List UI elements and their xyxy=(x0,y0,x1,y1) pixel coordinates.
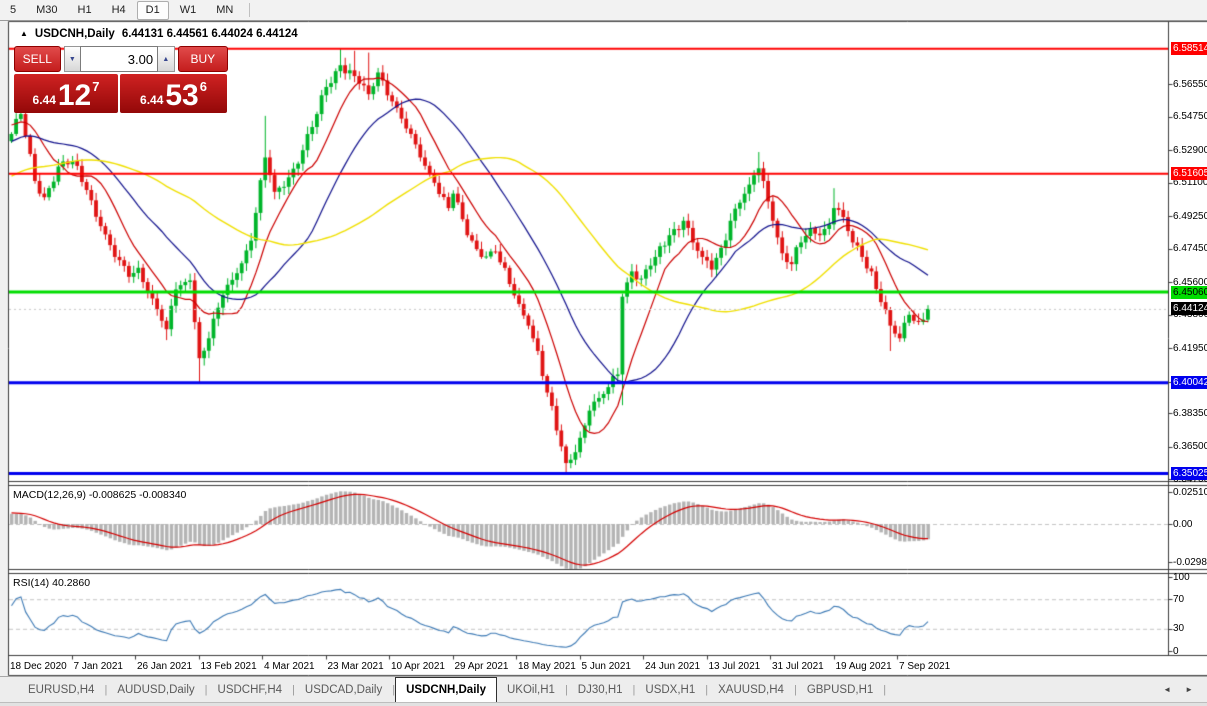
tab-dj30-h1[interactable]: DJ30,H1 xyxy=(577,683,623,696)
price-tick-label: 6.47450 xyxy=(1173,243,1207,255)
ask-pip-digit: 6 xyxy=(199,79,207,94)
volume-increase-button[interactable]: ▲ xyxy=(158,46,175,72)
bid-big-digits: 12 xyxy=(57,79,92,112)
tab-separator: | xyxy=(292,683,295,696)
date-tick-label: 5 Jun 2021 xyxy=(581,661,632,672)
sell-button[interactable]: SELL xyxy=(14,46,61,72)
price-tick-label: 6.41950 xyxy=(1173,342,1207,354)
date-tick-label: 10 Apr 2021 xyxy=(391,661,445,672)
price-tick-label: 6.56550 xyxy=(1173,78,1207,90)
chevron-up-icon: ▲ xyxy=(162,55,170,63)
tab-separator: | xyxy=(883,683,887,696)
volume-decrease-button[interactable]: ▼ xyxy=(63,46,81,72)
tab-gbpusd-h1[interactable]: GBPUSD,H1 xyxy=(806,683,874,696)
ask-price-box[interactable]: 6.44 53 6 xyxy=(120,74,227,113)
tab-usdcad-daily[interactable]: USDCAD,Daily xyxy=(304,683,383,696)
bid-prefix: 6.44 xyxy=(32,93,56,107)
price-tick-label: 6.49250 xyxy=(1173,210,1207,222)
timeframe-m30-button[interactable]: M30 xyxy=(36,3,58,16)
tab-scroll-controls: ◄ ► xyxy=(1163,677,1207,702)
status-strip xyxy=(0,702,1207,706)
date-tick-label: 13 Feb 2021 xyxy=(200,661,257,672)
macd-axis-label: 0.00 xyxy=(1173,518,1193,530)
tab-audusd-daily[interactable]: AUDUSD,Daily xyxy=(117,683,195,696)
hline-price-label: 6.58514 xyxy=(1171,42,1207,56)
price-tick-label: 6.52900 xyxy=(1173,144,1207,156)
hline-price-label: 6.45060 xyxy=(1171,285,1207,299)
price-tick-label: 6.54750 xyxy=(1173,111,1207,123)
date-tick-label: 7 Sep 2021 xyxy=(899,661,951,672)
chevron-down-icon: ▼ xyxy=(68,55,76,63)
date-tick-label: 23 Mar 2021 xyxy=(327,661,384,672)
date-tick-label: 26 Jan 2021 xyxy=(137,661,193,672)
hline-price-label: 6.40042 xyxy=(1171,376,1207,390)
rsi-axis-label: 30 xyxy=(1173,623,1185,635)
date-tick-label: 7 Jan 2021 xyxy=(73,661,124,672)
tab-eurusd-h4[interactable]: EURUSD,H4 xyxy=(28,683,95,696)
date-tick-label: 29 Apr 2021 xyxy=(454,661,509,672)
price-tick-label: 6.38350 xyxy=(1173,407,1207,419)
tab-usdcnh-daily[interactable]: USDCNH,Daily xyxy=(395,677,497,702)
tab-separator: | xyxy=(104,683,108,696)
macd-indicator-label: MACD(12,26,9) -0.008625 -0.008340 xyxy=(13,489,186,501)
date-tick-label: 31 Jul 2021 xyxy=(772,661,824,672)
macd-values: -0.008625 -0.008340 xyxy=(88,489,187,501)
date-tick-label: 18 May 2021 xyxy=(518,661,576,672)
tab-usdx-h1[interactable]: USDX,H1 xyxy=(645,683,696,696)
macd-name: MACD(12,26,9) xyxy=(13,489,86,501)
macd-axis-label: 0.025108 xyxy=(1173,486,1207,498)
timeframe-m5-button[interactable]: 5 xyxy=(10,3,17,16)
rsi-value: 40.2860 xyxy=(52,577,91,589)
volume-input[interactable] xyxy=(80,46,159,72)
tab-xauusd-h4[interactable]: XAUUSD,H4 xyxy=(718,683,784,696)
bid-price-box[interactable]: 6.44 12 7 xyxy=(14,74,118,113)
price-tick-label: 6.36500 xyxy=(1173,441,1207,453)
ohlc-quotes-label: 6.44131 6.44561 6.44024 6.44124 xyxy=(121,28,298,40)
tab-separator: | xyxy=(564,683,568,696)
tab-usdchf-h4[interactable]: USDCHF,H4 xyxy=(217,683,283,696)
chart-tab-bar: EURUSD,H4 | AUDUSD,Daily | USDCHF,H4 | U… xyxy=(0,676,1207,702)
timeframe-mn-button[interactable]: MN xyxy=(216,3,234,16)
date-tick-label: 19 Aug 2021 xyxy=(835,661,892,672)
rsi-axis-label: 70 xyxy=(1173,593,1185,605)
ask-prefix: 6.44 xyxy=(140,93,164,107)
tab-ukoil-h1[interactable]: UKOil,H1 xyxy=(507,683,555,696)
current-price-label: 6.44124 xyxy=(1171,302,1207,316)
tab-separator: | xyxy=(705,683,709,696)
macd-axis-label: -0.02988 xyxy=(1173,556,1207,568)
one-click-trading-panel: SELL ▼ ▲ BUY 6.44 12 7 6.44 53 6 xyxy=(14,46,228,113)
price-tick-label: 6.51100 xyxy=(1173,177,1207,189)
timeframe-w1-button[interactable]: W1 xyxy=(179,3,197,16)
tab-separator: | xyxy=(793,683,797,696)
rsi-axis-label: 0 xyxy=(1173,645,1179,657)
timeframe-toolbar: 5 M30 H1 H4 D1 W1 MN xyxy=(0,0,1207,21)
date-tick-label: 24 Jun 2021 xyxy=(645,661,701,672)
date-tick-label: 13 Jul 2021 xyxy=(708,661,761,672)
toolbar-separator xyxy=(249,3,251,17)
tab-separator: | xyxy=(392,683,396,696)
timeframe-h4-button[interactable]: H4 xyxy=(111,3,126,16)
ask-big-digits: 53 xyxy=(165,79,199,112)
date-tick-label: 4 Mar 2021 xyxy=(264,661,315,672)
hline-price-label: 6.51605 xyxy=(1171,167,1207,181)
collapse-panel-icon[interactable]: ▲ xyxy=(20,29,28,38)
date-tick-label: 18 Dec 2020 xyxy=(10,661,67,672)
scroll-left-icon[interactable]: ◄ xyxy=(1163,685,1172,694)
scroll-right-icon[interactable]: ► xyxy=(1185,685,1193,694)
timeframe-d1-button[interactable]: D1 xyxy=(136,0,169,20)
rsi-name: RSI(14) xyxy=(13,577,50,589)
symbol-period-label: USDCNH,Daily xyxy=(34,28,115,40)
price-tick-label: 6.45600 xyxy=(1173,276,1207,288)
buy-button[interactable]: BUY xyxy=(177,46,228,72)
timeframe-h1-button[interactable]: H1 xyxy=(77,3,92,16)
rsi-axis-label: 100 xyxy=(1173,571,1190,583)
rsi-indicator-label: RSI(14) 40.2860 xyxy=(13,577,90,589)
chart-title: ▲ USDCNH,Daily 6.44131 6.44561 6.44024 6… xyxy=(20,28,298,40)
tab-separator: | xyxy=(632,683,636,696)
tab-separator: | xyxy=(204,683,208,696)
hline-price-label: 6.35025 xyxy=(1171,466,1207,480)
bid-pip-digit: 7 xyxy=(92,79,100,94)
